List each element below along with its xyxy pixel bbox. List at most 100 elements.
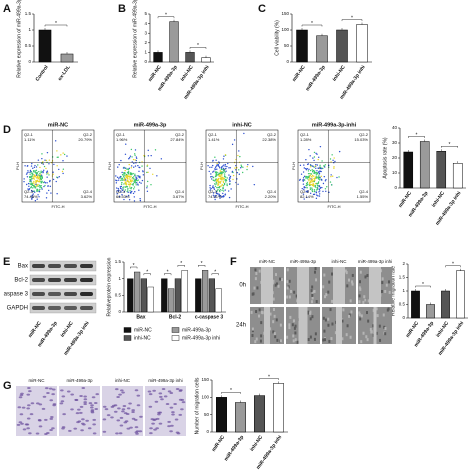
quadrant-percent: 1.28% xyxy=(300,137,312,142)
event-dot xyxy=(222,171,224,174)
event-dot xyxy=(317,167,320,169)
cell xyxy=(41,407,46,410)
event-dot xyxy=(302,171,305,173)
event-dot xyxy=(39,166,41,169)
cell xyxy=(118,393,122,396)
event-dot xyxy=(320,178,323,181)
cell xyxy=(163,395,168,398)
event-dot xyxy=(128,167,131,170)
event-dot xyxy=(40,171,42,174)
plot-frame xyxy=(297,129,371,203)
event-dot xyxy=(141,165,143,167)
lane-label: inhi-NC xyxy=(60,320,75,338)
event-dot xyxy=(226,184,228,187)
event-dot xyxy=(134,173,136,175)
event-dot xyxy=(214,166,217,168)
cell xyxy=(131,409,135,412)
bar xyxy=(153,52,163,63)
texture xyxy=(279,323,282,327)
event-dot xyxy=(121,188,123,190)
x-tick-label: Bcl-2 xyxy=(169,314,181,320)
significance-bracket xyxy=(157,16,175,19)
event-dot xyxy=(213,170,215,172)
significance-mark: * xyxy=(167,269,169,275)
event-dot xyxy=(134,159,136,161)
texture xyxy=(324,318,327,322)
event-dot xyxy=(228,174,230,176)
x-axis-label: FITC-H xyxy=(327,204,340,209)
event-dot xyxy=(129,179,132,181)
event-dot xyxy=(313,189,316,191)
bar xyxy=(38,29,52,63)
texture xyxy=(292,339,295,343)
blot-band xyxy=(32,278,45,282)
cell xyxy=(52,403,57,406)
event-dot xyxy=(226,177,228,179)
texture xyxy=(327,290,330,294)
cell xyxy=(122,405,127,408)
cell xyxy=(167,420,171,423)
event-dot xyxy=(28,171,30,174)
event-dot xyxy=(216,190,219,192)
event-dot xyxy=(317,181,320,183)
event-dot xyxy=(228,167,230,169)
event-dot xyxy=(37,185,39,187)
y-tick-label: 1 xyxy=(402,288,405,293)
texture xyxy=(292,334,295,338)
texture xyxy=(331,272,334,276)
quadrant-name: Q2-1 xyxy=(116,132,126,137)
texture xyxy=(255,310,258,314)
texture xyxy=(358,300,361,304)
event-dot xyxy=(30,175,32,177)
cell xyxy=(114,388,119,391)
event-dot xyxy=(123,173,125,175)
event-dot xyxy=(226,165,228,168)
event-dot xyxy=(30,189,33,192)
event-dot xyxy=(333,166,335,168)
texture xyxy=(253,286,256,290)
legend-label: miR-499a-3p inhi xyxy=(182,335,220,341)
event-dot xyxy=(38,191,41,193)
cell xyxy=(135,432,139,435)
event-dot xyxy=(235,158,237,161)
y-tick-label: 20 xyxy=(392,155,398,160)
cell xyxy=(46,392,50,395)
event-dot xyxy=(136,179,138,182)
blot-strip xyxy=(29,302,97,314)
cell xyxy=(149,432,153,435)
event-dot xyxy=(132,158,135,161)
event-dot xyxy=(310,179,313,181)
blot-band xyxy=(80,278,93,282)
event-dot xyxy=(306,181,309,184)
event-dot xyxy=(58,168,60,171)
texture xyxy=(346,284,349,288)
cell xyxy=(75,412,80,415)
blot-band xyxy=(48,278,61,282)
event-dot xyxy=(147,149,149,152)
event-dot xyxy=(29,169,32,172)
event-dot xyxy=(123,179,126,182)
event-dot xyxy=(216,174,218,176)
event-dot xyxy=(215,165,218,167)
event-dot xyxy=(221,183,223,186)
event-dot xyxy=(38,189,40,192)
event-dot xyxy=(207,165,209,167)
event-dot xyxy=(308,180,310,182)
texture xyxy=(385,283,388,287)
event-dot xyxy=(66,155,68,157)
significance-bracket xyxy=(189,47,207,49)
event-dot xyxy=(242,166,244,169)
event-dot xyxy=(128,157,131,159)
event-dot xyxy=(312,171,314,173)
event-dot xyxy=(333,157,335,159)
event-dot xyxy=(39,185,41,187)
cell xyxy=(169,392,174,395)
texture xyxy=(362,300,365,304)
bar xyxy=(215,288,222,313)
event-dot xyxy=(216,186,218,189)
band-label: GAPDH xyxy=(7,306,28,312)
event-dot xyxy=(226,183,228,185)
lane-title: miR-499a-3p inhi xyxy=(358,259,392,264)
texture xyxy=(289,315,292,319)
legend-swatch xyxy=(123,335,132,341)
